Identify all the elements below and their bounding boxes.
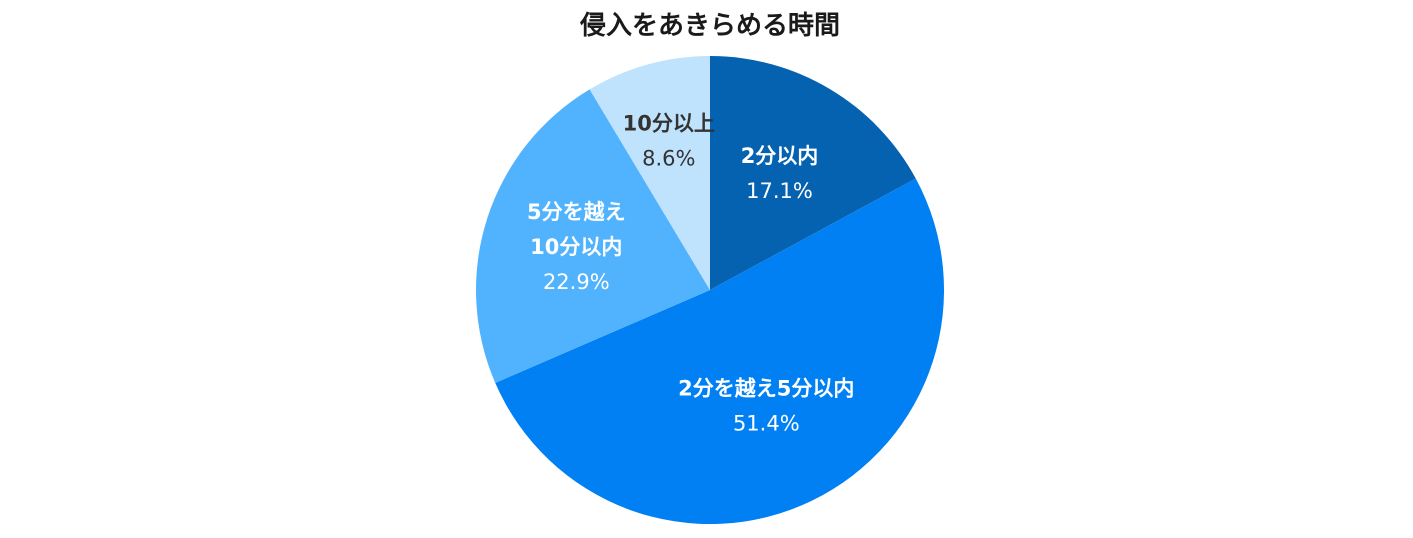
slice-label: 2分を越え5分以内 bbox=[678, 376, 854, 400]
slice-label: 2分以内 bbox=[741, 144, 819, 168]
pie-slice bbox=[710, 56, 916, 290]
pie-slices bbox=[476, 56, 945, 525]
chart-title: 侵入をあきらめる時間 bbox=[579, 11, 840, 41]
slice-value-label: 51.4% bbox=[733, 411, 800, 435]
pie-slice bbox=[589, 56, 710, 290]
slice-value-label: 22.9% bbox=[543, 270, 610, 294]
slice-label: 10分以内 bbox=[530, 235, 622, 259]
slice-label: 5分を越え bbox=[527, 200, 626, 224]
pie-slice bbox=[476, 89, 710, 383]
pie-slice bbox=[495, 178, 945, 525]
slice-value-label: 8.6% bbox=[642, 147, 695, 171]
slice-label: 10分以上 bbox=[623, 112, 715, 136]
slice-value-label: 17.1% bbox=[746, 179, 813, 203]
pie-labels: 2分以内 17.1% 2分を越え5分以内 51.4% 5分を越え 10分以内 22.9% 10… bbox=[527, 112, 854, 436]
